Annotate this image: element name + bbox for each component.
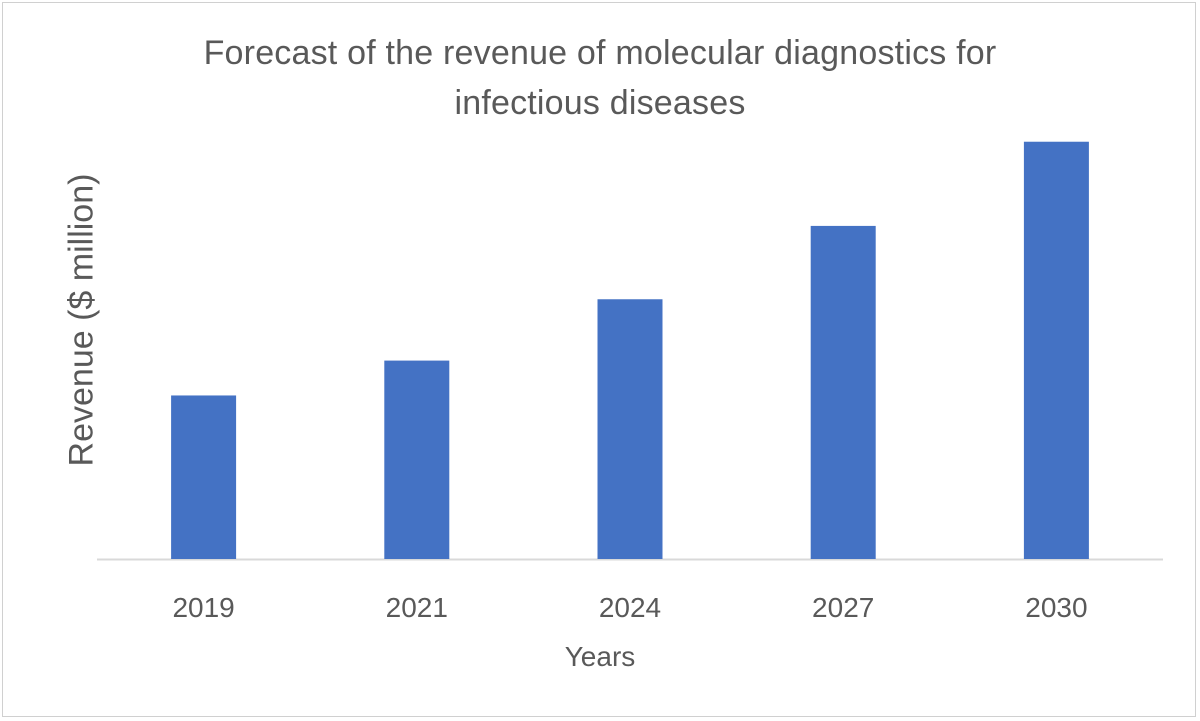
x-tick-label-2024: 2024	[599, 592, 661, 623]
bar-2019	[171, 395, 237, 559]
x-axis-label: Years	[564, 641, 636, 672]
x-tick-label-2027: 2027	[812, 592, 874, 623]
x-tick-label-2030: 2030	[1025, 592, 1087, 623]
bar-2021	[384, 360, 450, 559]
bar-2030	[1023, 141, 1089, 560]
chart-title: Forecast of the revenue of molecular dia…	[0, 28, 1200, 128]
chart-title-line-2: infectious diseases	[454, 84, 746, 122]
bar-2027	[810, 225, 876, 559]
bar-2024	[597, 299, 663, 559]
x-tick-label-2019: 2019	[172, 592, 234, 623]
chart-title-line-1: Forecast of the revenue of molecular dia…	[203, 34, 997, 72]
x-tick-label-2021: 2021	[386, 592, 448, 623]
